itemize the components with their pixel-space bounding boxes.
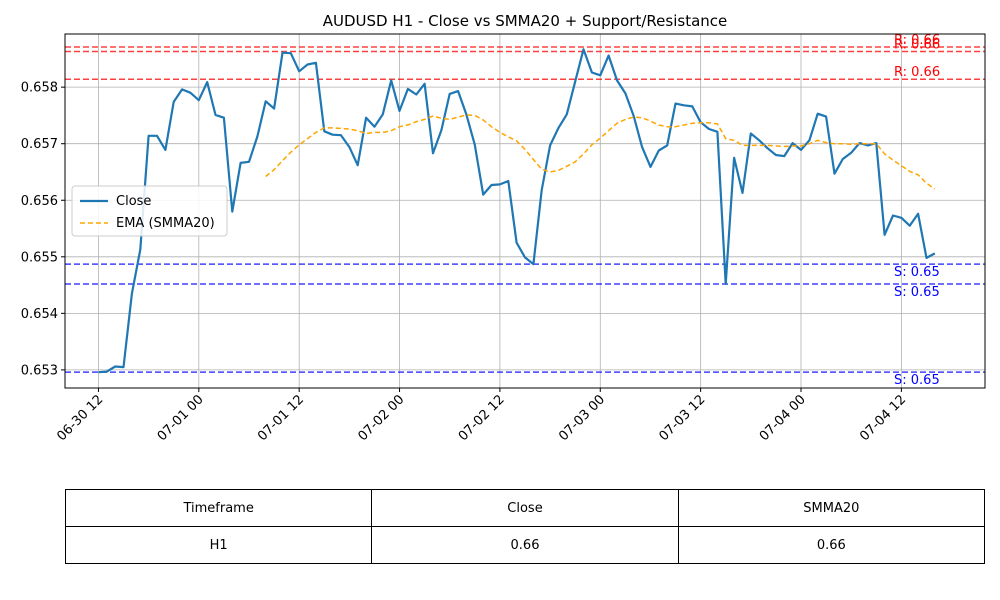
x-tick-label: 07-03 12 [657, 392, 709, 444]
x-tick-label: 06-30 12 [54, 392, 106, 444]
y-tick-label: 0.656 [21, 194, 58, 209]
table-cell-close: 0.66 [371, 526, 679, 564]
chart: AUDUSD H1 - Close vs SMMA20 + Support/Re… [21, 12, 986, 444]
grid [65, 34, 985, 388]
summary-table: Timeframe Close SMMA20 H1 0.66 0.66 [64, 489, 986, 564]
resistance-label: R: 0.66 [894, 65, 940, 80]
table-header-close: Close [371, 489, 679, 527]
x-tick-label: 07-04 12 [857, 392, 909, 444]
table-header-timeframe: Timeframe [64, 489, 373, 527]
legend-label-smma: EMA (SMMA20) [116, 216, 215, 231]
table-cell-smma20: 0.66 [677, 526, 986, 564]
x-tick-label: 07-03 00 [556, 392, 608, 444]
x-tick-label: 07-01 12 [255, 392, 307, 444]
x-tick-label: 07-04 00 [757, 392, 809, 444]
series [98, 48, 936, 374]
level-labels: R: 0.66R: 0.66R: 0.66S: 0.65S: 0.65S: 0.… [894, 33, 940, 388]
y-tick-label: 0.657 [21, 137, 58, 152]
y-tick-label: 0.655 [21, 250, 58, 265]
y-tick-label: 0.658 [21, 81, 58, 96]
x-tick-label: 07-02 12 [456, 392, 508, 444]
y-tick-label: 0.653 [21, 363, 58, 378]
table-header-smma20: SMMA20 [677, 489, 986, 527]
legend-label-close: Close [116, 194, 151, 209]
legend: Close EMA (SMMA20) [71, 185, 228, 237]
support-resistance-levels [65, 46, 985, 373]
support-label: S: 0.65 [894, 265, 940, 280]
table-cell-timeframe: H1 [64, 526, 373, 564]
table-header-row: Timeframe Close SMMA20 [64, 489, 986, 527]
x-tick-label: 07-01 00 [155, 392, 207, 444]
x-tick-label: 07-02 00 [355, 392, 407, 444]
support-label: S: 0.65 [894, 285, 940, 300]
support-label: S: 0.65 [894, 373, 940, 388]
series-line-smma20 [265, 114, 936, 190]
plot-frame [64, 33, 986, 389]
legend-box [71, 185, 228, 237]
y-tick-label: 0.654 [21, 307, 58, 322]
chart-title: AUDUSD H1 - Close vs SMMA20 + Support/Re… [323, 12, 728, 30]
table-row: H1 0.66 0.66 [64, 526, 986, 564]
resistance-label: R: 0.66 [894, 33, 940, 48]
resistance-label: R: 0.66 [894, 38, 940, 53]
